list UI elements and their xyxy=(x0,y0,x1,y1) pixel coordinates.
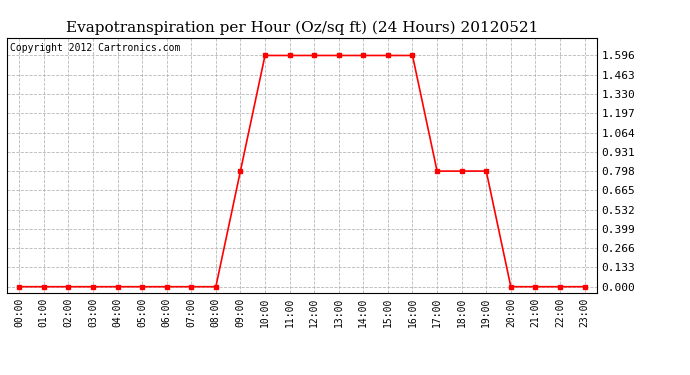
Text: Copyright 2012 Cartronics.com: Copyright 2012 Cartronics.com xyxy=(10,43,180,52)
Title: Evapotranspiration per Hour (Oz/sq ft) (24 Hours) 20120521: Evapotranspiration per Hour (Oz/sq ft) (… xyxy=(66,21,538,35)
